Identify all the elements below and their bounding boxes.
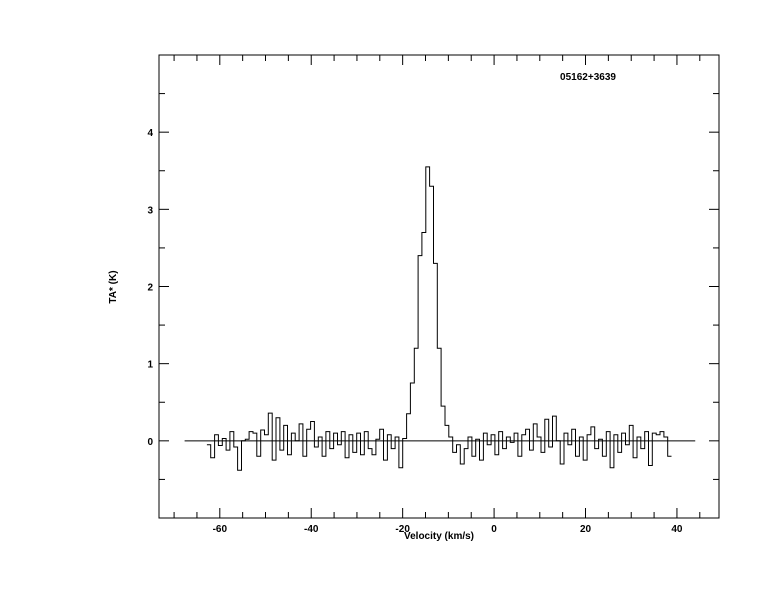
x-tick-label: 0 bbox=[491, 524, 497, 535]
x-tick-label: 40 bbox=[671, 524, 683, 535]
y-tick-label: 0 bbox=[147, 437, 153, 448]
x-tick-label: -20 bbox=[395, 524, 410, 535]
y-tick-label: 3 bbox=[147, 205, 153, 216]
x-tick-label: -60 bbox=[213, 524, 228, 535]
axis-ticks bbox=[159, 55, 719, 518]
y-tick-label: 4 bbox=[147, 128, 153, 139]
y-axis-label: TA* (K) bbox=[108, 270, 119, 303]
tick-labels: -60 -40 -20 0 20 40 0 1 2 3 4 bbox=[147, 128, 683, 535]
chart-title: 05162+3639 bbox=[560, 72, 616, 83]
y-tick-label: 2 bbox=[147, 283, 153, 294]
x-tick-label: 20 bbox=[580, 524, 592, 535]
y-tick-label: 1 bbox=[147, 360, 153, 371]
x-tick-label: -40 bbox=[304, 524, 319, 535]
x-axis-label: Velocity (km/s) bbox=[404, 531, 474, 542]
plot-frame bbox=[158, 54, 720, 519]
spectrum-line bbox=[206, 166, 672, 471]
